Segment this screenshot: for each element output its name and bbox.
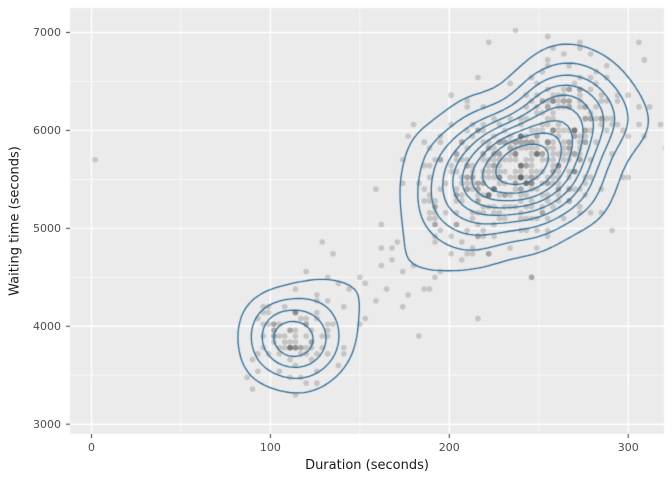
- x-tick-label: 100: [259, 441, 281, 454]
- x-tick-label: 200: [438, 441, 460, 454]
- x-tick-label: 300: [617, 441, 639, 454]
- y-tick-label: 7000: [33, 26, 61, 40]
- y-tick-label: 6000: [33, 124, 61, 138]
- x-axis-title: Duration (seconds): [305, 458, 429, 473]
- y-tick-label: 3000: [33, 418, 61, 432]
- y-tick-label: 4000: [33, 320, 61, 334]
- y-axis-title: Waiting time (seconds): [7, 146, 23, 296]
- y-tick-label: 5000: [33, 222, 61, 236]
- x-tick-label: 0: [87, 441, 95, 454]
